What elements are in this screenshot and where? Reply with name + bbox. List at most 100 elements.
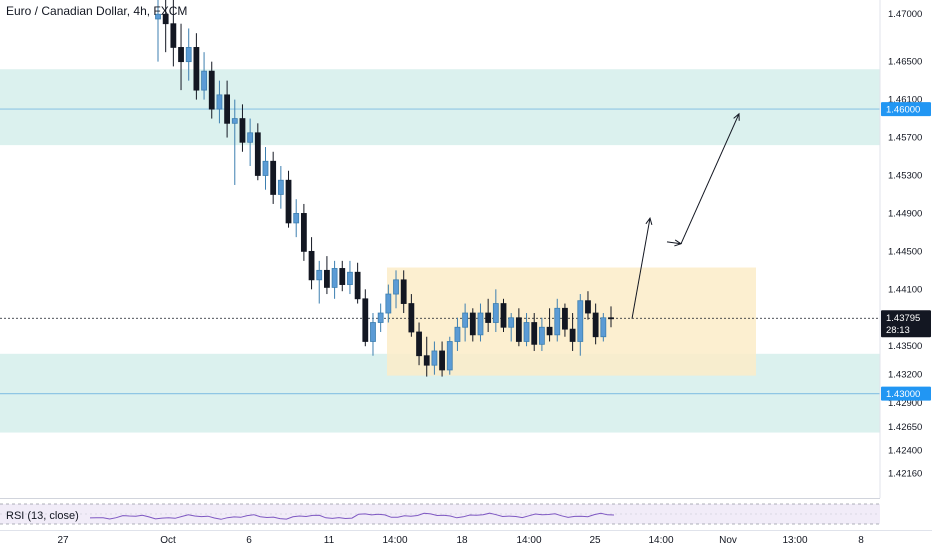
time-tick-label: 18 xyxy=(456,535,468,546)
time-tick-label: 14:00 xyxy=(516,535,541,546)
price-tick-label: 1.45700 xyxy=(888,133,922,144)
candle-down xyxy=(485,312,492,323)
candle-down xyxy=(193,47,200,91)
price-tick-label: 1.44900 xyxy=(888,208,922,219)
time-tick-label: 6 xyxy=(246,535,252,546)
candle-up xyxy=(316,269,323,281)
price-tick-label: 1.43200 xyxy=(888,370,922,381)
candle-down xyxy=(239,118,246,143)
candle-up xyxy=(446,341,453,371)
projection-line xyxy=(631,218,651,319)
candle-down xyxy=(400,279,407,304)
time-axis: 27 Oct 6 11 14:00 18 14:00 25 14:00 Nov 13:00 8 xyxy=(0,530,932,550)
zones xyxy=(0,69,880,433)
candle-up xyxy=(508,317,515,328)
time-tick-label: 14:00 xyxy=(382,535,407,546)
candle-down xyxy=(500,303,507,328)
candle-up xyxy=(293,213,300,224)
arrow-head xyxy=(645,217,653,226)
price-axis: 1.47000 1.46500 1.46100 1.45700 1.45300 1.449… xyxy=(879,0,932,550)
candle-down xyxy=(469,312,476,336)
candle-down xyxy=(285,179,292,224)
candle-up xyxy=(216,94,223,110)
price-tick-label: 1.42400 xyxy=(888,446,922,457)
candle-down xyxy=(592,312,599,338)
price-tick-label: 1.46100 xyxy=(888,95,922,106)
candle-down xyxy=(531,322,538,345)
candle-down xyxy=(585,300,591,314)
projection-line xyxy=(680,113,740,244)
candle-down xyxy=(324,269,330,288)
rsi-label: RSI (13, close) xyxy=(6,510,79,522)
candle-down xyxy=(562,307,568,330)
candle-up xyxy=(462,312,469,328)
candle-up xyxy=(554,307,561,336)
candle-down xyxy=(416,331,422,357)
candle-up xyxy=(492,303,499,323)
candle-up xyxy=(277,179,284,195)
candle-up xyxy=(201,70,207,91)
price-axis-bg xyxy=(880,0,932,550)
candle-up xyxy=(247,132,254,143)
candle-up xyxy=(377,312,384,323)
candle-down xyxy=(162,13,169,25)
candle-down xyxy=(608,317,614,320)
levels xyxy=(0,108,880,395)
candle-down xyxy=(254,132,261,176)
candle-up xyxy=(393,279,399,295)
candle-up xyxy=(331,268,338,288)
candle-down xyxy=(270,160,277,195)
candle-up xyxy=(523,322,530,342)
price-level-badge xyxy=(881,386,931,401)
candle-up xyxy=(347,271,353,285)
candle-down xyxy=(362,298,369,342)
price-tick-label: 1.43500 xyxy=(888,341,922,352)
candle-down xyxy=(354,271,361,300)
candle-down xyxy=(515,317,522,342)
time-tick-label: 14:00 xyxy=(648,535,673,546)
candle-up xyxy=(185,47,192,63)
candle-down xyxy=(300,213,307,252)
price-tick-label: 1.45300 xyxy=(888,170,922,181)
candle-down xyxy=(178,47,184,63)
price-tick-label: 1.47000 xyxy=(888,9,922,20)
price-tick-label: 1.44100 xyxy=(888,284,922,295)
candle-up xyxy=(370,322,376,342)
time-axis-bg xyxy=(0,530,932,550)
time-tick-label: 27 xyxy=(57,535,69,546)
candle-down xyxy=(224,94,231,124)
price-tick-label: 1.42160 xyxy=(888,468,922,479)
candle-up xyxy=(231,118,238,124)
candle-up xyxy=(431,350,438,366)
candle-up xyxy=(538,326,545,345)
candle-up xyxy=(262,160,269,176)
time-tick-label: Nov xyxy=(719,535,737,546)
candle-down xyxy=(208,70,215,110)
candles xyxy=(155,0,614,377)
arrow-head xyxy=(733,112,740,121)
rsi-panel: RSI (13, close) xyxy=(0,498,932,530)
rsi-line xyxy=(89,512,615,520)
candle-up xyxy=(577,300,584,342)
candle-down xyxy=(569,328,576,342)
price-level-badge-label: 1.43000 xyxy=(886,389,920,400)
time-tick-label: Oct xyxy=(160,535,176,546)
candle-down xyxy=(170,23,177,48)
price-tick-label: 1.46500 xyxy=(888,57,922,68)
time-tick-label: 13:00 xyxy=(782,535,807,546)
current-price-label: 1.43795 xyxy=(886,313,920,324)
candle-down xyxy=(339,268,346,285)
candle-down xyxy=(308,250,315,281)
candle-down xyxy=(439,350,445,371)
candle-up xyxy=(155,13,161,20)
current-price-badge xyxy=(881,310,931,338)
candle-down xyxy=(408,303,415,333)
candle-up xyxy=(600,317,607,338)
candle-up xyxy=(385,293,392,314)
price-level-badge xyxy=(881,102,931,117)
candle-down xyxy=(546,326,553,336)
time-tick-label: 11 xyxy=(324,535,335,546)
candle-up xyxy=(477,312,484,336)
bar-countdown-label: 28:13 xyxy=(886,325,910,336)
